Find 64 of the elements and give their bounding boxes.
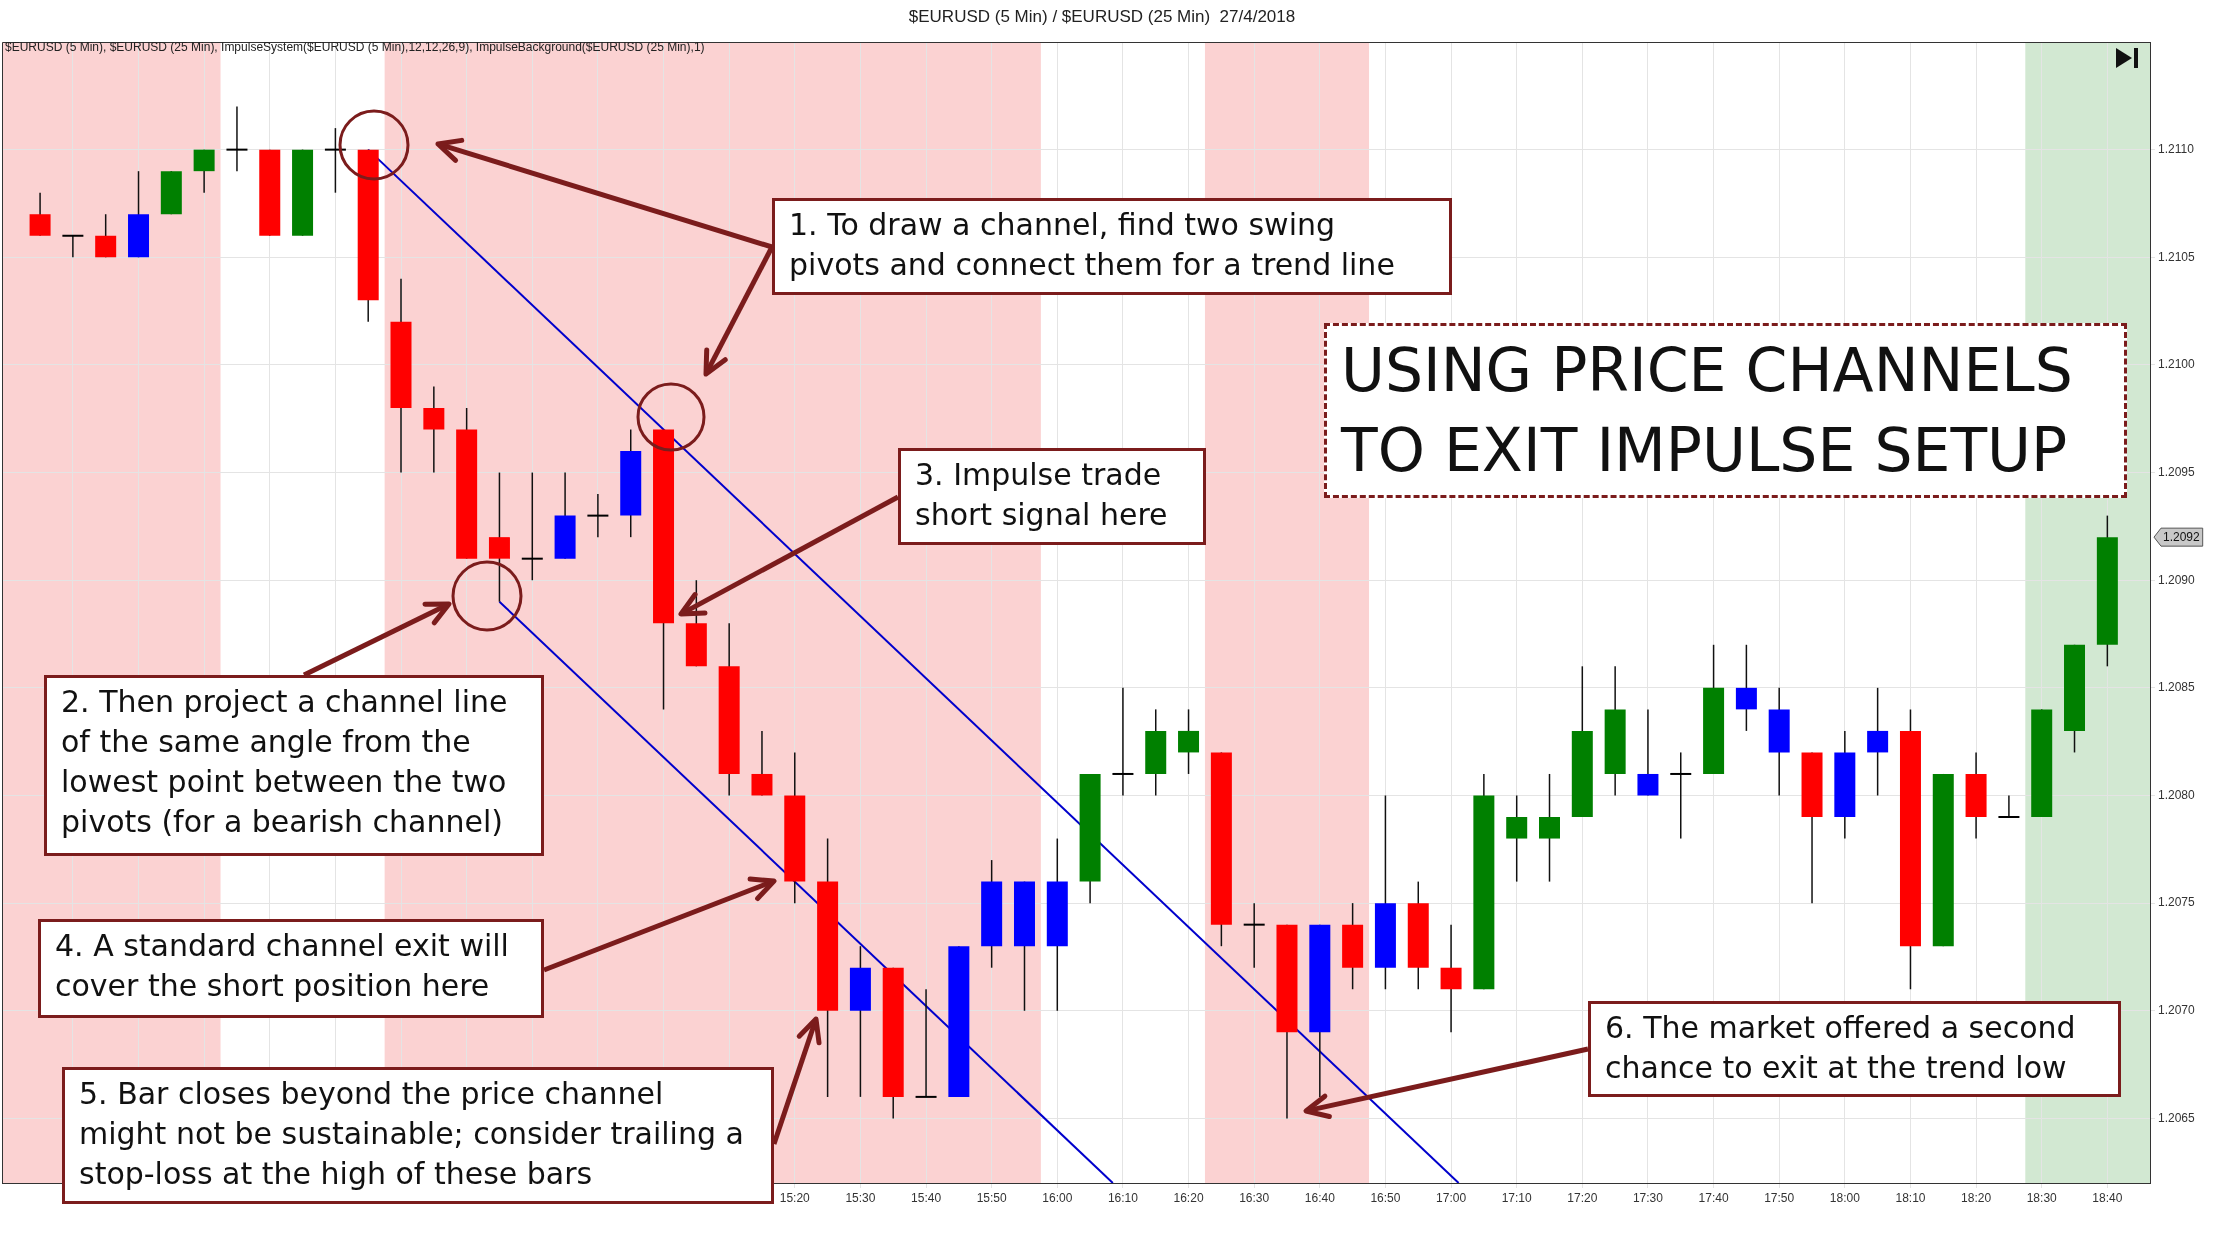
x-tick-label: 18:20 xyxy=(1961,1190,1992,1205)
x-tick-label: 17:40 xyxy=(1698,1190,1729,1205)
y-tick-label: 1.2065 xyxy=(2158,1110,2196,1125)
x-tick-label: 18:10 xyxy=(1895,1190,1926,1205)
y-tick-label: 1.2095 xyxy=(2158,464,2196,479)
x-tick-label: 15:50 xyxy=(976,1190,1007,1205)
x-tick-label: 16:30 xyxy=(1239,1190,1270,1205)
annotation: 4. A standard channel exit will cover the short position here xyxy=(38,919,544,1018)
candlestick xyxy=(914,988,938,1098)
candlestick xyxy=(29,191,51,237)
x-tick-label: 17:20 xyxy=(1567,1190,1598,1205)
candlestick xyxy=(193,148,215,194)
x-tick-label: 15:20 xyxy=(779,1190,811,1205)
candlestick xyxy=(225,105,249,172)
candlestick xyxy=(1539,773,1561,883)
candlestick xyxy=(488,471,510,603)
chart-subtitle: $EURUSD (5 Min), $EURUSD (25 Min), ImpulseSystem($EURUSD (5 Min),12,12,26,9), ImpulseBackground($EURUSD (25 Min),1) xyxy=(5,40,705,55)
x-tick-label: 16:50 xyxy=(1370,1190,1401,1205)
y-tick-label: 1.2080 xyxy=(2158,787,2196,802)
text: 1.2092 xyxy=(2163,530,2201,545)
x-tick-label: 17:50 xyxy=(1764,1190,1795,1205)
x-tick-label: 18:00 xyxy=(1829,1190,1861,1205)
y-tick-label: 1.2105 xyxy=(2158,249,2196,264)
x-tick-label: 15:40 xyxy=(911,1190,942,1205)
annotation: 2. Then project a channel line of the same angle from the lowest point between the two pivots (for a bearish channel) xyxy=(44,675,544,856)
y-tick-label: 1.2085 xyxy=(2158,680,2196,695)
candlestick xyxy=(1178,708,1200,775)
x-tick-label: 16:40 xyxy=(1304,1190,1336,1205)
y-tick-label: 1.2090 xyxy=(2158,572,2196,587)
candlestick xyxy=(1637,708,1659,797)
candlestick xyxy=(95,213,117,259)
candlestick xyxy=(61,234,85,259)
x-tick-label: 18:40 xyxy=(2092,1190,2123,1205)
candlestick xyxy=(1242,902,1266,969)
y-tick-label: 1.2100 xyxy=(2158,357,2196,372)
candlestick xyxy=(751,730,773,797)
candlestick xyxy=(1111,687,1135,797)
candlestick xyxy=(323,127,347,194)
annotation: 1. To draw a channel, find two swing pivots and connect them for a trend line xyxy=(772,198,1452,295)
candlestick xyxy=(1735,644,1757,732)
candlestick xyxy=(1997,794,2021,819)
annotation: USING PRICE CHANNELS TO EXIT IMPULSE SETUP xyxy=(1324,323,2127,498)
annotation: 6. The market offered a second chance to exit at the trend low xyxy=(1588,1001,2121,1097)
y-tick-label: 1.2070 xyxy=(2158,1003,2196,1018)
candlestick xyxy=(1867,687,1889,797)
annotation: 5. Bar closes beyond the price channel might not be sustainable; consider trailing a stop-loss at the high of these bars xyxy=(62,1067,774,1204)
y-tick-label: 1.2075 xyxy=(2158,895,2196,910)
x-tick-label: 15:30 xyxy=(845,1190,876,1205)
x-tick-label: 17:30 xyxy=(1632,1190,1664,1205)
x-tick-label: 17:10 xyxy=(1501,1190,1533,1205)
candlestick xyxy=(586,493,610,538)
candlestick xyxy=(1506,794,1528,883)
x-tick-label: 16:20 xyxy=(1173,1190,1204,1205)
annotation: 3. Impulse trade short signal here xyxy=(898,448,1206,545)
x-tick-label: 16:10 xyxy=(1107,1190,1139,1205)
candlestick xyxy=(520,471,544,581)
candlestick xyxy=(1440,923,1462,1034)
y-tick-label: 1.2110 xyxy=(2158,141,2195,156)
chart-title: $EURUSD (5 Min) / $EURUSD (25 Min) 27/4/2018 xyxy=(908,6,1296,26)
x-tick-label: 18:30 xyxy=(2026,1190,2058,1205)
x-tick-label: 16:00 xyxy=(1042,1190,1073,1205)
candlestick xyxy=(1669,751,1693,840)
x-tick-label: 17:00 xyxy=(1436,1190,1467,1205)
candlestick xyxy=(423,385,445,474)
